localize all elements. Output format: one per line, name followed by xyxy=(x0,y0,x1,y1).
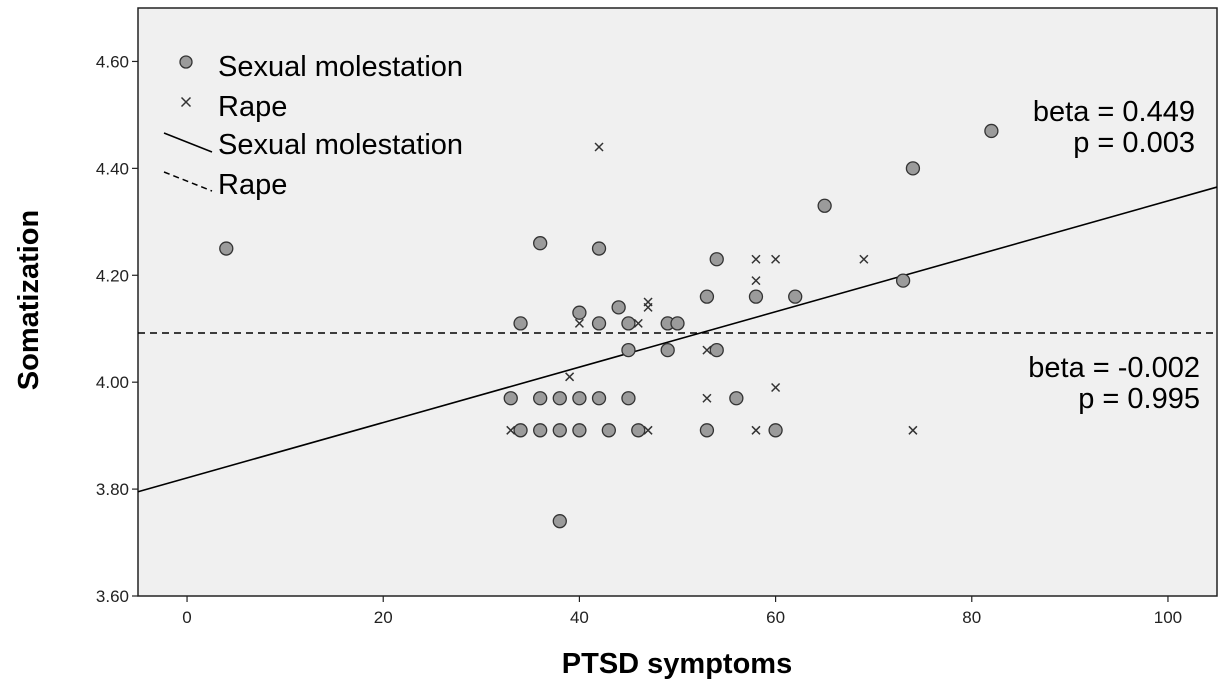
molestation-point xyxy=(621,316,636,331)
molestation-point xyxy=(984,123,999,139)
rape-point xyxy=(574,318,584,328)
legend-circle-marker xyxy=(179,55,193,69)
rape-point xyxy=(771,254,781,264)
molestation-point xyxy=(621,391,636,406)
rape-point xyxy=(633,318,643,328)
molestation-point xyxy=(788,289,803,304)
rape-point xyxy=(594,142,604,152)
rape-point xyxy=(771,382,781,393)
molestation-fit-line xyxy=(137,186,1218,493)
molestation-point xyxy=(572,423,587,438)
molestation-point xyxy=(709,342,724,358)
legend-solid-line xyxy=(163,132,213,153)
molestation-point xyxy=(660,342,675,358)
y-axis-title: Somatization xyxy=(13,210,45,390)
molestation-point xyxy=(533,423,548,438)
beta-rape-label: beta = -0.002 xyxy=(1028,352,1200,384)
molestation-point xyxy=(533,391,548,406)
molestation-point xyxy=(513,316,528,331)
y-tick-label: 4.00 xyxy=(96,373,129,392)
molestation-point xyxy=(219,241,234,256)
molestation-point xyxy=(503,391,518,406)
rape-point xyxy=(643,302,653,312)
rape-point xyxy=(506,425,516,435)
rape-point xyxy=(751,425,761,435)
molestation-point xyxy=(621,342,636,358)
x-tick-label: 100 xyxy=(1154,608,1182,627)
molestation-point xyxy=(552,423,567,438)
molestation-point xyxy=(513,423,528,438)
molestation-point xyxy=(699,423,715,438)
rape-point xyxy=(859,254,869,264)
rape-point xyxy=(751,276,761,286)
y-tick-label: 3.60 xyxy=(96,587,129,606)
y-tick-label: 4.60 xyxy=(96,52,129,71)
x-tick-label: 0 xyxy=(182,608,191,627)
molestation-point xyxy=(905,161,921,176)
molestation-point xyxy=(572,305,587,320)
data-points xyxy=(219,123,999,529)
rape-point xyxy=(702,393,712,403)
x-tick-label: 40 xyxy=(570,608,589,627)
molestation-point xyxy=(768,423,783,438)
legend-label-rape-fit: Rape xyxy=(218,169,287,201)
rape-point xyxy=(643,425,653,435)
legend-x-marker xyxy=(180,96,192,108)
molestation-point xyxy=(591,241,607,256)
molestation-point xyxy=(601,423,616,438)
molestation-point xyxy=(709,252,724,267)
x-axis-title: PTSD symptoms xyxy=(562,648,792,680)
molestation-point xyxy=(572,391,587,406)
legend-label-molestation-points: Sexual molestation xyxy=(218,51,463,83)
x-tick-label: 60 xyxy=(766,608,785,627)
legend: Sexual molestation Rape Sexual molestati… xyxy=(163,51,463,201)
annotation-molestation: beta = 0.449 p = 0.003 xyxy=(1033,96,1195,159)
annotation-rape: beta = -0.002 p = 0.995 xyxy=(1028,352,1200,415)
molestation-point xyxy=(699,289,715,304)
y-tick-label: 4.20 xyxy=(96,266,129,285)
rape-point xyxy=(751,254,761,264)
molestation-point xyxy=(729,391,744,406)
p-molestation-label: p = 0.003 xyxy=(1073,127,1195,159)
molestation-point xyxy=(748,289,764,304)
x-tick-label: 80 xyxy=(962,608,981,627)
legend-dashed-line xyxy=(163,171,213,192)
molestation-point xyxy=(591,316,607,331)
molestation-point xyxy=(895,273,911,288)
molestation-point xyxy=(552,391,567,406)
molestation-point xyxy=(591,391,607,406)
plot-area xyxy=(137,7,1218,597)
fit-lines xyxy=(137,186,1218,493)
axes: 0 20 40 60 80 100 3.60 3.80 4.00 4.20 4.40 4.60 xyxy=(96,52,1182,627)
y-tick-label: 4.40 xyxy=(96,159,129,178)
y-tick-label: 3.80 xyxy=(96,480,129,499)
molestation-point xyxy=(611,300,626,315)
x-tick-label: 20 xyxy=(374,608,393,627)
legend-label-rape-points: Rape xyxy=(218,91,287,123)
molestation-point xyxy=(670,316,685,331)
p-rape-label: p = 0.995 xyxy=(1078,383,1200,415)
molestation-point xyxy=(533,236,548,251)
legend-label-molestation-fit: Sexual molestation xyxy=(218,129,463,161)
beta-molestation-label: beta = 0.449 xyxy=(1033,96,1195,128)
molestation-point xyxy=(552,514,567,529)
rape-point xyxy=(565,372,575,382)
molestation-point xyxy=(631,423,646,438)
molestation-point xyxy=(817,198,832,213)
rape-point xyxy=(702,345,712,355)
rape-point xyxy=(908,425,918,435)
